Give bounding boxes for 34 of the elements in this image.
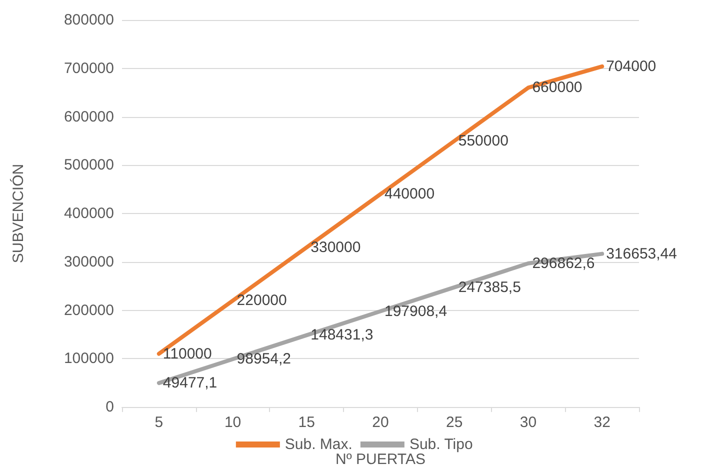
y-tick-label: 0	[106, 398, 114, 416]
legend-label: Sub. Tipo	[409, 436, 473, 453]
y-tick-label: 800000	[64, 12, 114, 28]
x-tick-label: 20	[372, 414, 389, 431]
y-tick-label: 300000	[64, 253, 114, 270]
legend-label: Sub. Max.	[284, 436, 352, 453]
data-label: 98954,2	[236, 350, 292, 368]
data-label: 440000	[384, 186, 435, 203]
data-label: 247385,5	[458, 278, 521, 296]
y-tick-label: 700000	[64, 60, 114, 77]
x-tick-label: 30	[520, 414, 537, 431]
data-label: 330000	[310, 238, 361, 256]
x-tick-label: 32	[594, 414, 610, 431]
y-tick-label: 100000	[64, 350, 114, 368]
data-label: 110000	[162, 345, 212, 362]
x-tick-label: 10	[224, 414, 242, 431]
data-label: 704000	[606, 58, 656, 75]
data-label: 316653,44	[606, 245, 677, 262]
data-label: 550000	[458, 132, 508, 150]
data-label: 660000	[532, 79, 582, 96]
x-tick-label: 15	[298, 414, 315, 431]
x-axis-title: Nº PUERTAS	[336, 451, 426, 468]
data-label: 197908,4	[384, 302, 448, 320]
data-label: 148431,3	[310, 326, 374, 344]
data-label: 296862,6	[532, 254, 595, 272]
y-tick-label: 400000	[64, 205, 114, 222]
y-tick-label: 500000	[64, 156, 114, 174]
y-tick-label: 600000	[64, 108, 114, 126]
y-tick-label: 200000	[64, 302, 114, 319]
y-axis-title: SUBVENCIÓN	[9, 164, 27, 264]
data-label: 49477,1	[162, 374, 218, 392]
x-tick-label: 25	[446, 414, 463, 431]
data-label: 220000	[236, 292, 287, 310]
x-tick-label: 5	[154, 414, 164, 431]
